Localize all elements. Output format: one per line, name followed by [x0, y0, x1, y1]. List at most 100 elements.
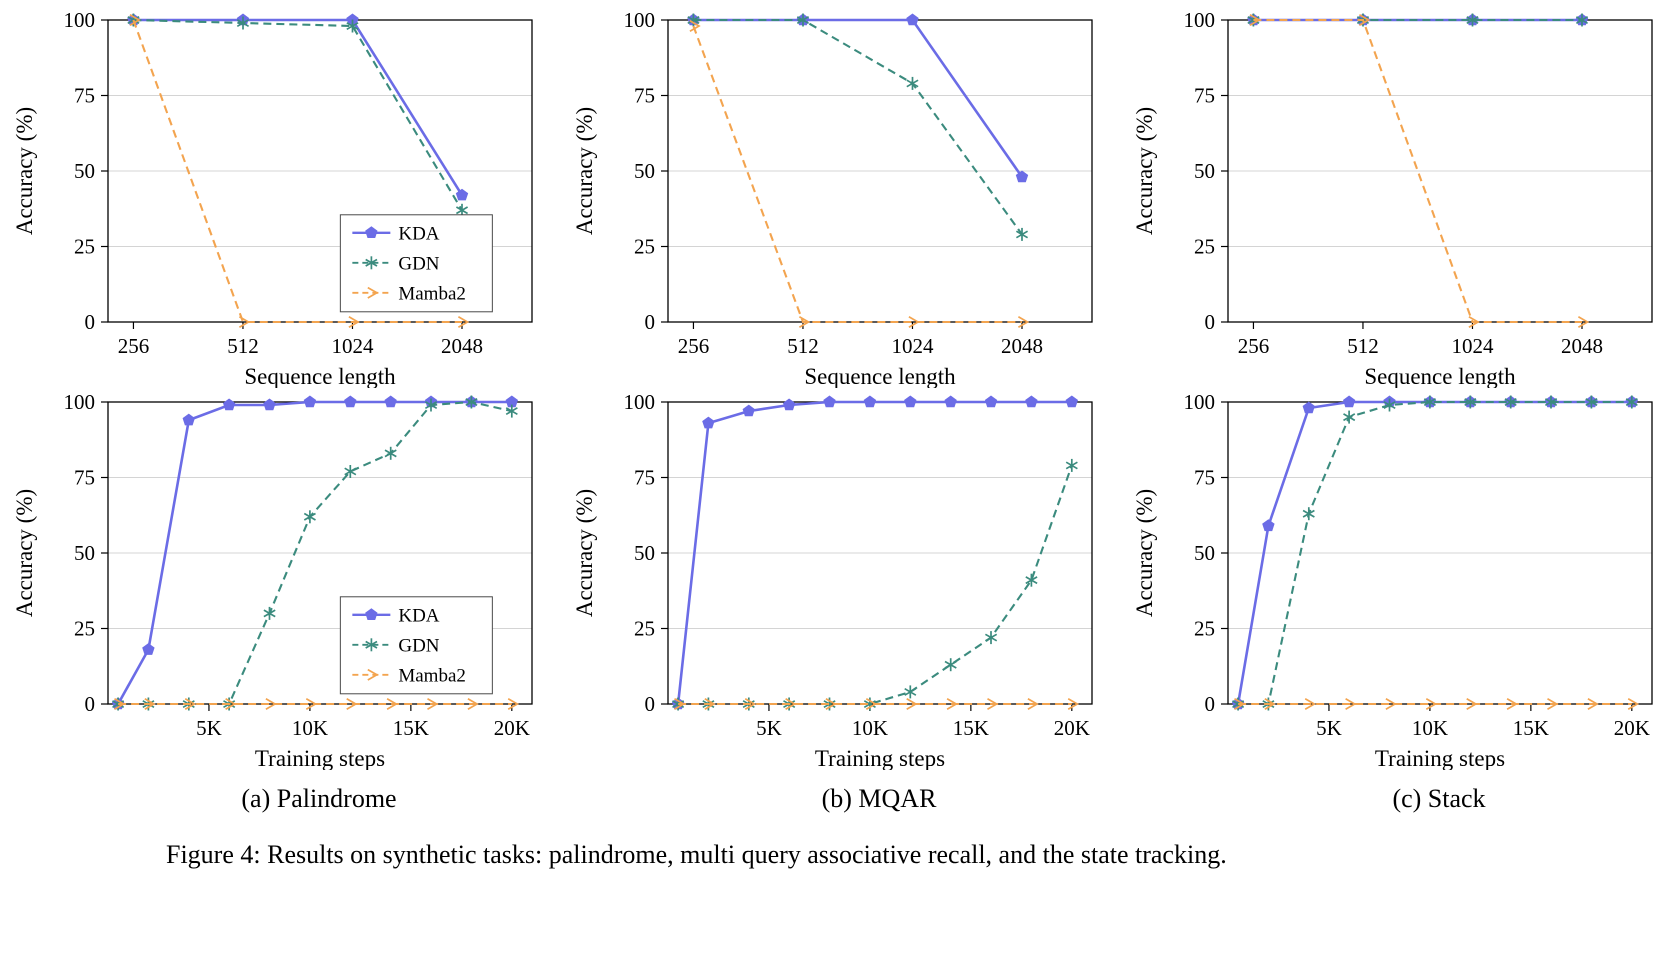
arrow-marker-icon — [114, 698, 126, 710]
arrow-marker-icon — [1466, 698, 1478, 710]
series-line-Mamba2 — [1253, 18, 1582, 324]
pentagon-marker-icon — [346, 13, 359, 26]
star-marker-icon — [303, 510, 316, 524]
arrow-marker-icon — [704, 698, 716, 710]
legend-label: GDN — [398, 253, 439, 274]
chart-svg-mqar-accuracy-vs-sequence-length: 0 25 50 75 100 256 512 1024 2048 Sequence length A… — [572, 8, 1093, 388]
y-tick-label: 100 — [64, 8, 96, 32]
x-axis-label: Training steps — [255, 746, 385, 770]
x-tick-label: 512 — [787, 334, 819, 358]
star-marker-icon — [263, 606, 276, 620]
y-tick-label: 50 — [634, 159, 655, 183]
arrow-marker-icon — [908, 316, 920, 328]
star-marker-icon — [1466, 13, 1479, 27]
star-marker-icon — [1383, 398, 1396, 412]
arrow-marker-icon — [1249, 14, 1261, 26]
x-axis-label: Sequence length — [804, 364, 956, 388]
chart-mqar-vs-sequence-length: 0 25 50 75 100 256 512 1024 2048 Sequence length A… — [560, 6, 1120, 388]
star-marker-icon — [365, 256, 378, 270]
y-tick-label: 100 — [624, 8, 656, 32]
arrow-marker-icon — [1067, 698, 1080, 710]
y-tick-label: 100 — [1184, 390, 1216, 414]
pentagon-marker-icon — [863, 395, 877, 408]
arrow-marker-icon — [184, 698, 197, 710]
x-tick-label: 2048 — [1001, 334, 1043, 358]
series-markers-KDA — [671, 395, 1078, 710]
series-markers-KDA — [687, 13, 1029, 183]
y-tick-label: 0 — [1205, 310, 1216, 334]
star-marker-icon — [1423, 395, 1436, 409]
y-tick-label: 25 — [634, 617, 655, 641]
star-marker-icon — [984, 631, 998, 645]
star-marker-icon — [1343, 410, 1356, 424]
series-markers-GDN — [672, 458, 1078, 711]
y-tick-label: 75 — [634, 84, 655, 108]
x-tick-label: 15K — [1513, 716, 1549, 740]
series-line-Mamba2 — [132, 19, 462, 324]
series-markers-GDN — [127, 13, 469, 217]
chart-palindrome-vs-sequence-length: 0 25 50 75 100 256 512 1024 2048 Sequence length A… — [0, 6, 560, 388]
pentagon-marker-icon — [455, 188, 469, 201]
y-tick-label: 25 — [74, 617, 95, 641]
arrow-marker-icon — [1304, 698, 1317, 710]
arrow-marker-icon — [225, 698, 237, 710]
arrow-marker-icon — [674, 698, 686, 710]
arrow-marker-icon — [906, 698, 918, 710]
y-axis-label: Accuracy (%) — [572, 489, 597, 617]
y-tick-label: 50 — [74, 541, 95, 565]
pentagon-marker-icon — [505, 395, 518, 408]
arrow-marker-icon — [1577, 316, 1590, 328]
x-tick-label: 10K — [852, 716, 888, 740]
y-tick-label: 100 — [624, 390, 656, 414]
subcaption-c: (c) Stack — [1392, 784, 1486, 813]
x-axis-label: Training steps — [1375, 746, 1505, 770]
figure-4: 0 25 50 75 100 256 512 1024 2048 Sequence length A… — [0, 6, 1680, 869]
y-tick-label: 50 — [634, 541, 655, 565]
x-tick-label: 20K — [1614, 716, 1650, 740]
y-axis-label: Accuracy (%) — [572, 107, 597, 235]
legend-label: KDA — [398, 605, 439, 626]
pentagon-marker-icon — [1343, 395, 1356, 408]
chart-stack-vs-sequence-length: 0 25 50 75 100 256 512 1024 2048 Sequence length A… — [1120, 6, 1680, 388]
legend-label: Mamba2 — [398, 283, 466, 304]
star-marker-icon — [904, 685, 917, 699]
subcaptions-row: (a) Palindrome (b) MQAR (c) Stack — [0, 784, 1680, 814]
pentagon-marker-icon — [904, 395, 917, 408]
arrow-marker-icon — [129, 14, 141, 26]
y-axis-label: Accuracy (%) — [12, 489, 37, 617]
star-marker-icon — [1575, 13, 1589, 27]
charts-grid: 0 25 50 75 100 256 512 1024 2048 Sequence length A… — [0, 6, 1680, 770]
arrow-marker-icon — [946, 698, 958, 710]
x-axis-label: Training steps — [815, 746, 945, 770]
star-marker-icon — [384, 446, 397, 460]
arrow-marker-icon — [1627, 698, 1640, 710]
pentagon-marker-icon — [365, 608, 378, 620]
chart-svg-palindrome-accuracy-vs-sequence-length: 0 25 50 75 100 256 512 1024 2048 Sequence length A… — [12, 8, 533, 388]
pentagon-marker-icon — [1262, 519, 1275, 532]
series-line-Mamba2 — [692, 25, 1022, 324]
arrow-marker-icon — [865, 698, 878, 710]
star-marker-icon — [1015, 227, 1029, 241]
arrow-marker-icon — [367, 286, 379, 299]
arrow-marker-icon — [1506, 698, 1518, 710]
y-tick-label: 0 — [85, 692, 96, 716]
pentagon-marker-icon — [384, 395, 397, 408]
pentagon-marker-icon — [263, 398, 276, 411]
x-tick-label: 15K — [393, 716, 429, 740]
pentagon-marker-icon — [742, 404, 755, 417]
pentagon-marker-icon — [303, 395, 317, 408]
arrow-marker-icon — [238, 316, 251, 328]
arrow-marker-icon — [427, 698, 439, 710]
pentagon-marker-icon — [142, 643, 155, 655]
y-tick-label: 75 — [1194, 466, 1215, 490]
star-marker-icon — [863, 697, 876, 711]
series-markers-Mamba2 — [674, 698, 1080, 710]
y-tick-label: 100 — [1184, 8, 1216, 32]
star-marker-icon — [1025, 573, 1038, 587]
arrow-marker-icon — [1468, 316, 1480, 328]
star-marker-icon — [944, 658, 957, 672]
pentagon-marker-icon — [344, 395, 357, 408]
star-marker-icon — [672, 697, 685, 711]
legend-label: KDA — [398, 223, 439, 244]
x-tick-label: 10K — [1412, 716, 1448, 740]
